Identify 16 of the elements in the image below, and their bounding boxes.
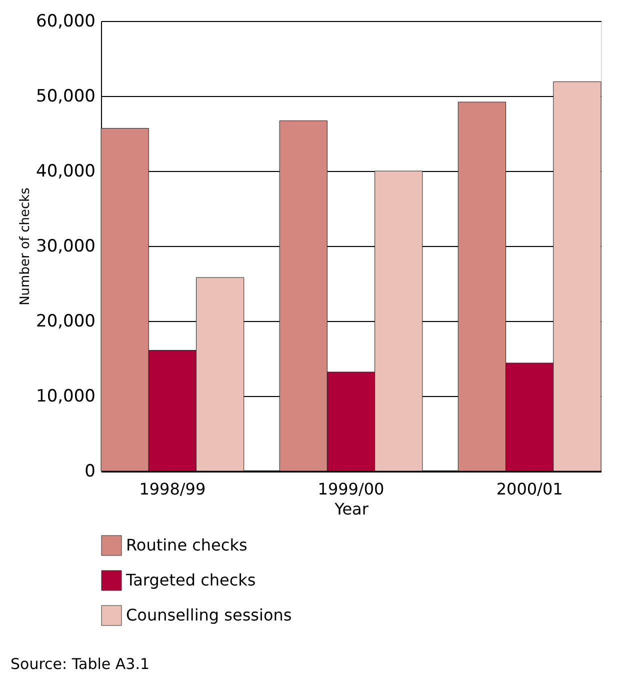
- y-tick-label: 20,000: [36, 312, 96, 332]
- y-tick-label: 0: [84, 462, 96, 482]
- y-tick-label: 50,000: [36, 86, 96, 106]
- y-tick-label: 60,000: [36, 12, 96, 32]
- y-tick-label: 30,000: [36, 236, 96, 256]
- source-note: Source: Table A3.1: [10, 655, 150, 673]
- x-tick-label: 1998/99: [139, 480, 206, 498]
- y-axis-title: Number of checks: [18, 187, 34, 306]
- y-tick-label: 40,000: [36, 162, 96, 182]
- x-tick-label: 2000/01: [496, 480, 563, 498]
- y-tick-label: 10,000: [36, 386, 96, 406]
- x-tick-label: 1999/00: [318, 480, 384, 498]
- legend-label: Routine checks: [126, 536, 248, 554]
- legend-label: Counselling sessions: [126, 606, 292, 624]
- legend-label: Targeted checks: [125, 570, 256, 590]
- x-axis-title: Year: [334, 500, 369, 518]
